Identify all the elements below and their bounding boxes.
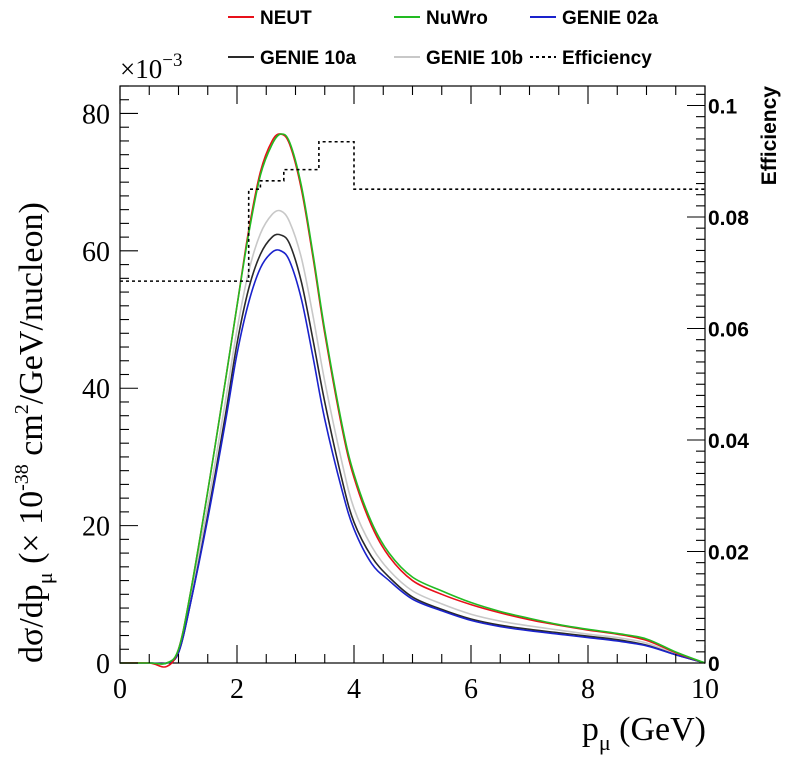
series-line-neut	[119, 133, 706, 668]
y-tick-label: 80	[82, 99, 110, 130]
y-tick-label: 0	[96, 649, 110, 680]
x-tick-label: 4	[347, 674, 361, 705]
legend-entry-nuwro: NuWro	[394, 8, 488, 29]
legend-label: NuWro	[426, 8, 488, 29]
legend-entry-genie-10b: GENIE 10b	[394, 48, 523, 69]
x-tick-label: 10	[691, 674, 719, 705]
y2-tick-label: 0.06	[708, 319, 749, 342]
y2-tick-label: 0.02	[708, 542, 749, 565]
y2-axis-title: Efficiency	[758, 86, 781, 186]
series-line-genie-10b	[120, 209, 706, 665]
y-axis-title: dσ/dpμ (× 10-38 cm2/GeV/nucleon)	[11, 202, 57, 663]
y2-tick-label: 0.08	[708, 207, 749, 230]
series-line-genie-02a	[120, 249, 706, 665]
x-tick-label: 6	[464, 674, 478, 705]
y-axis-ticks: 0 20 40 60 80	[82, 85, 138, 680]
legend: NEUT NuWro GENIE 02a GENIE 10a GENIE 10b Effi…	[228, 8, 659, 69]
x-tick-label: 0	[113, 674, 127, 705]
legend-label: Efficiency	[562, 48, 652, 69]
y2-axis-ticks: 0 0.02 0.04 0.06 0.08 0.1	[687, 93, 749, 676]
legend-label: GENIE 02a	[562, 8, 659, 29]
x-axis-title: pμ (GeV)	[582, 711, 706, 755]
y-tick-label: 20	[82, 512, 110, 543]
curves-layer	[119, 133, 706, 668]
x-tick-label: 2	[230, 674, 244, 705]
efficiency-layer	[120, 140, 705, 282]
x-axis-ticks: 0 2 4 6 8 10	[113, 86, 719, 705]
y2-tick-label: 0.04	[708, 430, 749, 453]
legend-entry-genie-02a: GENIE 02a	[530, 8, 659, 29]
y2-tick-label: 0	[708, 653, 720, 676]
x-tick-label: 8	[581, 674, 595, 705]
legend-entry-efficiency: Efficiency	[530, 48, 652, 69]
y-tick-label: 40	[82, 374, 110, 405]
series-line-nuwro	[120, 133, 706, 665]
y2-tick-label: 0.1	[708, 96, 738, 119]
legend-label: GENIE 10b	[426, 48, 523, 69]
legend-label: GENIE 10a	[260, 48, 357, 69]
legend-entry-genie-10a: GENIE 10a	[228, 48, 357, 69]
y-tick-label: 60	[82, 237, 110, 268]
efficiency-step-line	[120, 140, 705, 282]
legend-label: NEUT	[260, 8, 312, 29]
legend-entry-neut: NEUT	[228, 8, 312, 29]
y-exponent-label: ×10−3	[120, 50, 182, 84]
